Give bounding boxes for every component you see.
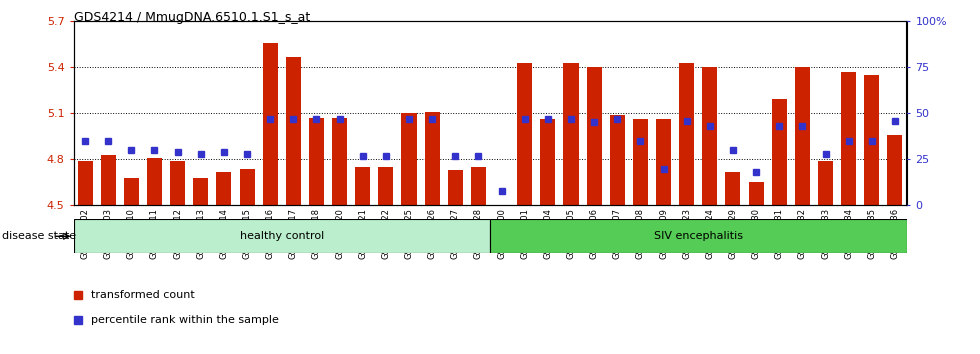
Bar <box>286 57 301 205</box>
Bar <box>101 155 116 205</box>
Bar <box>679 63 694 205</box>
Bar <box>239 169 255 205</box>
Bar <box>193 178 209 205</box>
Bar <box>263 43 277 205</box>
Bar <box>402 113 416 205</box>
Bar <box>217 172 231 205</box>
Text: disease state: disease state <box>2 231 76 241</box>
Text: healthy control: healthy control <box>240 231 323 241</box>
Text: GDS4214 / MmugDNA.6510.1.S1_s_at: GDS4214 / MmugDNA.6510.1.S1_s_at <box>74 11 310 24</box>
Bar <box>74 219 490 253</box>
Bar <box>171 161 185 205</box>
Bar <box>564 63 578 205</box>
Bar <box>471 167 486 205</box>
Bar <box>540 119 556 205</box>
Bar <box>725 172 741 205</box>
Text: percentile rank within the sample: percentile rank within the sample <box>91 315 279 325</box>
Bar <box>490 219 906 253</box>
Bar <box>587 67 602 205</box>
Bar <box>309 118 324 205</box>
Bar <box>771 99 787 205</box>
Bar <box>888 135 903 205</box>
Bar <box>355 167 370 205</box>
Bar <box>77 161 92 205</box>
Bar <box>424 112 440 205</box>
Bar <box>656 119 671 205</box>
Bar <box>610 115 625 205</box>
Bar <box>332 118 347 205</box>
Bar <box>147 158 162 205</box>
Bar <box>841 72 857 205</box>
Bar <box>795 67 809 205</box>
Bar <box>864 75 879 205</box>
Bar <box>378 167 393 205</box>
Bar <box>633 119 648 205</box>
Bar <box>517 63 532 205</box>
Text: SIV encephalitis: SIV encephalitis <box>654 231 743 241</box>
Text: transformed count: transformed count <box>91 290 195 300</box>
Bar <box>749 182 763 205</box>
Bar <box>818 161 833 205</box>
Bar <box>448 170 463 205</box>
Bar <box>123 178 139 205</box>
Bar <box>703 67 717 205</box>
